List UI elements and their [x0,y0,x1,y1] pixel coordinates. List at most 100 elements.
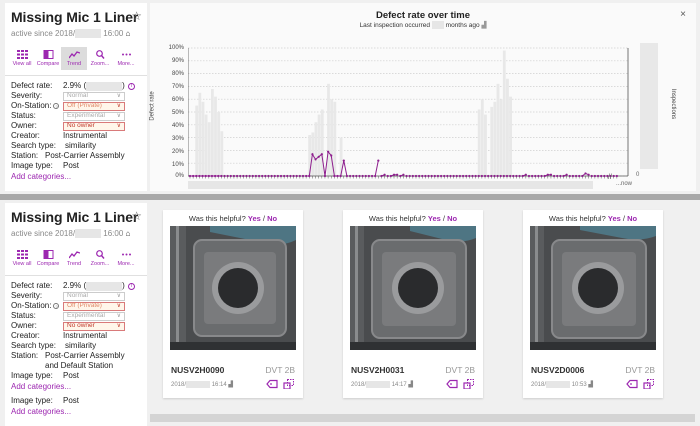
status-row: Status: Experimental ∨ [11,311,141,321]
active-since: active since 2018/ 16:00 ⌂ [11,229,131,239]
owner-select[interactable]: No owner ∨ [63,121,125,131]
tag-icon[interactable] [446,379,458,389]
more-button[interactable]: More... [113,247,139,270]
on-station-select[interactable]: Off (Private) ∨ [63,101,125,111]
chart-title: Defect rate over time [376,10,470,21]
station-row-cont: and Default Station [45,361,114,371]
creator-row: Creator: Instrumental [11,331,108,341]
image-type-row: Image type: Post [11,161,80,171]
defect-rate-row: Defect rate: 2.9% () i [11,281,141,291]
part-image [350,226,476,350]
part-image [170,226,296,350]
image-card[interactable]: Was this helpful? Yes / No NUSV2H0031 DV… [343,210,483,398]
card-actions [446,379,475,389]
chevron-down-icon: ∨ [116,313,121,320]
horizontal-scrollbar[interactable] [150,414,695,422]
tag-icon[interactable] [626,379,638,389]
compare-button[interactable]: Compare [35,47,61,70]
no-link[interactable]: No [627,214,638,223]
helpful-prompt: Was this helpful? Yes / No [548,214,638,223]
add-categories-link-2[interactable]: Add categories... [11,407,72,417]
image-type-row-2: Image type: Post [11,396,80,406]
defect-rate-chart: Defect rate over time Last inspection oc… [150,3,696,191]
inspection-image[interactable] [350,226,476,350]
zoom-icon [95,250,105,260]
help-icon[interactable]: ? [53,103,60,110]
inspections-zero: 0 [636,172,640,178]
helpful-prompt: Was this helpful? Yes / No [188,214,278,223]
compare-icon [43,50,53,60]
image-card[interactable]: Was this helpful? Yes / No NUSV2H0090 DV… [163,210,303,398]
copy-icon[interactable] [463,379,475,389]
more-icon [121,253,131,256]
build-config: DVT 2B [445,365,475,375]
severity-select[interactable]: Normal ∨ [63,91,125,101]
on-station-select[interactable]: Off (Private) ∨ [63,301,125,311]
trend-button[interactable]: Trend [61,247,87,270]
view-all-button[interactable]: View all [9,247,35,270]
issue-title: Missing Mic 1 Liner [11,9,139,25]
bottom-sidebar: Missing Mic 1 Liner ☆ active since 2018/… [5,203,147,426]
top-sidebar: Missing Mic 1 Liner ☆ active since 2018/… [5,3,147,191]
issue-title: Missing Mic 1 Liner [11,209,139,225]
more-button[interactable]: More... [113,47,139,70]
chevron-down-icon: ∨ [116,103,121,110]
help-icon[interactable]: ? [53,303,60,310]
chart-plot-area[interactable]: // [188,46,638,191]
star-icon[interactable]: ☆ [131,209,142,223]
helpful-prompt: Was this helpful? Yes / No [368,214,458,223]
status-select[interactable]: Experimental ∨ [63,311,125,321]
serial-number: NUSV2H0090 [171,365,225,375]
trend-icon [68,51,80,59]
factory-icon: ▟ [588,382,593,389]
more-icon [121,53,131,56]
zoom-button[interactable]: Zoom... [87,247,113,270]
trend-icon [68,251,80,259]
owner-select[interactable]: No owner ∨ [63,321,125,331]
severity-select[interactable]: Normal ∨ [63,291,125,301]
redacted-date [75,29,102,39]
tag-icon[interactable] [266,379,278,389]
station-row: Station: Post-Carrier Assembly [11,351,125,361]
timestamp: 2018/ 14:17 ▟ [351,381,413,389]
status-select[interactable]: Experimental ∨ [63,111,125,121]
owner-row: Owner: No owner ∨ [11,321,141,331]
add-categories-link[interactable]: Add categories... [11,172,72,182]
chevron-down-icon: ∨ [116,323,121,330]
timestamp: 2018/ 10:53 ▟ [531,381,593,389]
no-link[interactable]: No [447,214,458,223]
inspection-image[interactable] [170,226,296,350]
info-icon[interactable]: i [127,282,135,290]
inspections-bar [640,43,658,169]
zoom-icon [95,50,105,60]
view-all-button[interactable]: View all [9,47,35,70]
yes-link[interactable]: Yes [607,214,621,223]
search-type-row: Search type: similarity [11,341,97,351]
part-image [530,226,656,350]
copy-icon[interactable] [283,379,295,389]
inspection-image[interactable] [530,226,656,350]
svg-text://: // [608,174,612,181]
zoom-button[interactable]: Zoom... [87,47,113,70]
compare-button[interactable]: Compare [35,247,61,270]
search-type-row: Search type: similarity [11,141,97,151]
yes-link[interactable]: Yes [247,214,261,223]
image-card[interactable]: Was this helpful? Yes / No NUSV2D0006 DV… [523,210,663,398]
image-type-row: Image type: Post [11,371,80,381]
divider [5,275,147,277]
copy-icon[interactable] [643,379,655,389]
on-station-row: On-Station:? Off (Private) ∨ [11,301,141,311]
severity-row: Severity: Normal ∨ [11,291,141,301]
close-icon[interactable]: × [680,9,686,20]
add-categories-link[interactable]: Add categories... [11,382,72,392]
trend-button[interactable]: Trend [61,47,87,71]
grid-icon [16,50,28,60]
info-icon[interactable]: i [127,82,135,90]
yes-link[interactable]: Yes [427,214,441,223]
no-link[interactable]: No [267,214,278,223]
chevron-down-icon: ∨ [116,113,121,120]
y-axis-label: Defect rate [149,91,156,121]
view-toolbar: View all Compare Trend Zoom... More... [9,247,141,270]
star-icon[interactable]: ☆ [131,9,142,23]
factory-icon: ▟ [228,382,233,389]
